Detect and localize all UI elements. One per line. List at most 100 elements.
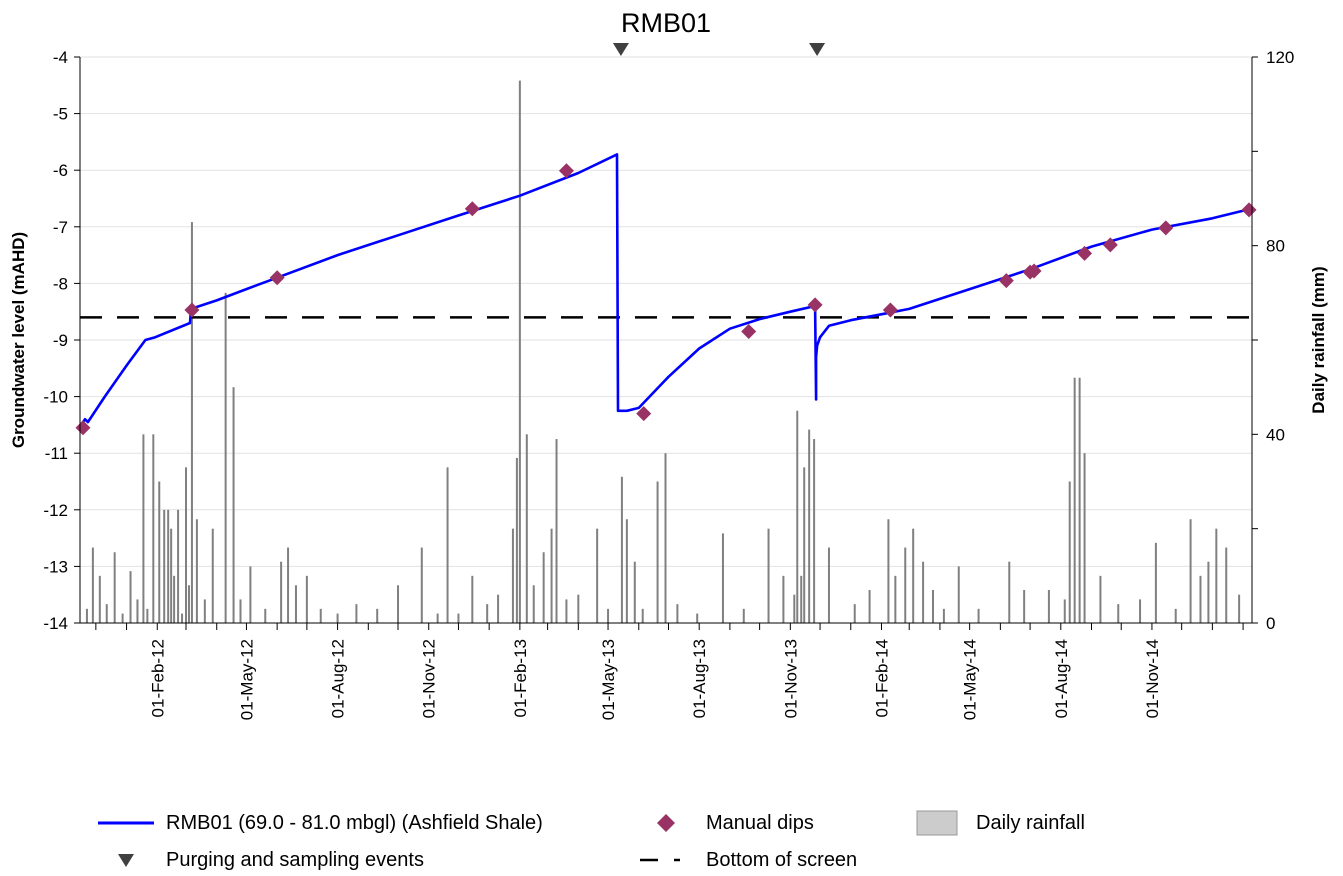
- rainfall-bar: [550, 528, 553, 623]
- sampling-event-marker: [809, 43, 826, 56]
- rainfall-bar: [1215, 528, 1218, 623]
- manual-dip-marker: [558, 163, 574, 179]
- legend-bottom-screen: Bottom of screen: [636, 845, 857, 875]
- manual-dip-marker: [75, 420, 91, 436]
- rainfall-bar: [912, 528, 915, 623]
- rainfall-bar: [280, 561, 283, 623]
- rainfall-bar: [813, 439, 816, 623]
- rainfall-bar: [957, 566, 960, 623]
- rainfall-bar: [287, 547, 290, 623]
- x-tick-label: 01-Aug-13: [690, 639, 709, 718]
- x-tick-label: 01-Aug-14: [1052, 639, 1071, 718]
- rainfall-bar: [1117, 604, 1120, 623]
- legend-rainfall: Daily rainfall: [906, 808, 1085, 838]
- left-tick-label: -6: [53, 161, 68, 180]
- rainfall-bar: [195, 519, 198, 623]
- x-tick-label: 01-Feb-13: [511, 639, 530, 717]
- rainfall-bar: [436, 613, 439, 623]
- left-tick-label: -14: [43, 614, 68, 633]
- rainfall-bar: [532, 585, 535, 623]
- legend-purging-label: Purging and sampling events: [166, 848, 424, 871]
- right-tick-label: 0: [1266, 614, 1275, 633]
- legend-triangle-swatch: [96, 845, 156, 875]
- rainfall-bar: [808, 429, 811, 623]
- rainfall-bars: [85, 80, 1241, 624]
- rainfall-bar: [1207, 561, 1210, 623]
- rainfall-bar: [525, 434, 528, 623]
- rainfall-bar: [518, 80, 521, 624]
- legend-groundwater-label: RMB01 (69.0 - 81.0 mbgl) (Ashfield Shale…: [166, 811, 543, 834]
- rainfall-bar: [656, 481, 659, 623]
- rainfall-bar: [664, 453, 667, 623]
- rainfall-bar: [1199, 575, 1202, 623]
- legend-rainfall-label: Daily rainfall: [976, 811, 1085, 834]
- legend-line-swatch: [96, 808, 156, 838]
- rainfall-bar: [129, 571, 132, 623]
- manual-dip-marker: [464, 201, 480, 217]
- rainfall-bar: [187, 585, 190, 623]
- right-tick-label: 120: [1266, 48, 1294, 67]
- rainfall-bar: [1008, 561, 1011, 623]
- groundwater-chart: RMB01 -4 -5 -6 -7 -8 -9 -10 -11 -12 -13 -14 120 80 4…: [9, 8, 1328, 720]
- x-tick-label: 01-May-13: [599, 639, 618, 720]
- right-axis-ticks: 120 80 40 0: [1252, 48, 1294, 633]
- rainfall-bar: [620, 476, 623, 623]
- rainfall-bar: [152, 434, 155, 623]
- rainfall-bar: [486, 604, 489, 623]
- manual-dip-marker: [882, 302, 898, 318]
- rainfall-bar: [577, 594, 580, 623]
- x-tick-label: 01-Nov-14: [1143, 639, 1162, 718]
- rainfall-bar: [827, 547, 830, 623]
- manual-dip-marker: [998, 273, 1014, 289]
- rainfall-bar: [511, 528, 514, 623]
- legend-manual-dips-label: Manual dips: [706, 811, 814, 834]
- x-tick-label: 01-Nov-13: [781, 639, 800, 718]
- rainfall-bar: [931, 589, 934, 623]
- rainfall-bar: [232, 387, 235, 623]
- rainfall-bar: [167, 509, 170, 623]
- rainfall-bar: [1073, 377, 1076, 623]
- rainfall-bar: [146, 608, 149, 623]
- rainfall-bar: [113, 552, 116, 623]
- groundwater-line: [79, 153, 1248, 426]
- rainfall-bar: [868, 589, 871, 623]
- rainfall-bar: [515, 457, 518, 623]
- left-tick-label: -5: [53, 105, 68, 124]
- rainfall-bar: [1189, 519, 1192, 623]
- rainfall-bar: [542, 552, 545, 623]
- left-tick-label: -8: [53, 274, 68, 293]
- rainfall-bar: [224, 292, 227, 623]
- rainfall-bar: [922, 561, 925, 623]
- rainfall-bar: [1154, 542, 1157, 623]
- rainfall-bar: [676, 604, 679, 623]
- legend-rainfall-swatch: [906, 808, 966, 838]
- x-tick-label: 01-May-12: [237, 639, 256, 720]
- left-tick-label: -11: [45, 444, 68, 463]
- rainfall-bar: [249, 566, 252, 623]
- legend-bottom-screen-label: Bottom of screen: [706, 848, 858, 871]
- rainfall-bar: [942, 608, 945, 623]
- manual-dip-marker: [269, 270, 285, 286]
- manual-dip-marker: [1102, 237, 1118, 253]
- manual-dips-markers: [75, 163, 1257, 436]
- rainfall-bar: [1099, 575, 1102, 623]
- manual-dip-marker: [1077, 245, 1093, 261]
- rainfall-bar: [1068, 481, 1071, 623]
- rainfall-bar: [796, 410, 799, 623]
- left-tick-label: -12: [43, 501, 68, 520]
- rainfall-bar: [457, 613, 460, 623]
- rainfall-bar: [239, 599, 242, 623]
- rainfall-bar: [471, 575, 474, 623]
- rainfall-bar: [742, 608, 745, 623]
- rainfall-bar: [1023, 589, 1026, 623]
- right-tick-label: 80: [1266, 237, 1285, 256]
- legend-groundwater: RMB01 (69.0 - 81.0 mbgl) (Ashfield Shale…: [96, 808, 543, 838]
- manual-dip-marker: [807, 297, 823, 313]
- rainfall-bar: [1063, 599, 1066, 623]
- rainfall-bar: [336, 613, 339, 623]
- rainfall-bar: [85, 608, 88, 623]
- rainfall-bar: [91, 547, 94, 623]
- rainfall-bar: [1174, 608, 1177, 623]
- left-axis-title: Groundwater level (mAHD): [9, 232, 28, 448]
- left-tick-label: -10: [43, 388, 68, 407]
